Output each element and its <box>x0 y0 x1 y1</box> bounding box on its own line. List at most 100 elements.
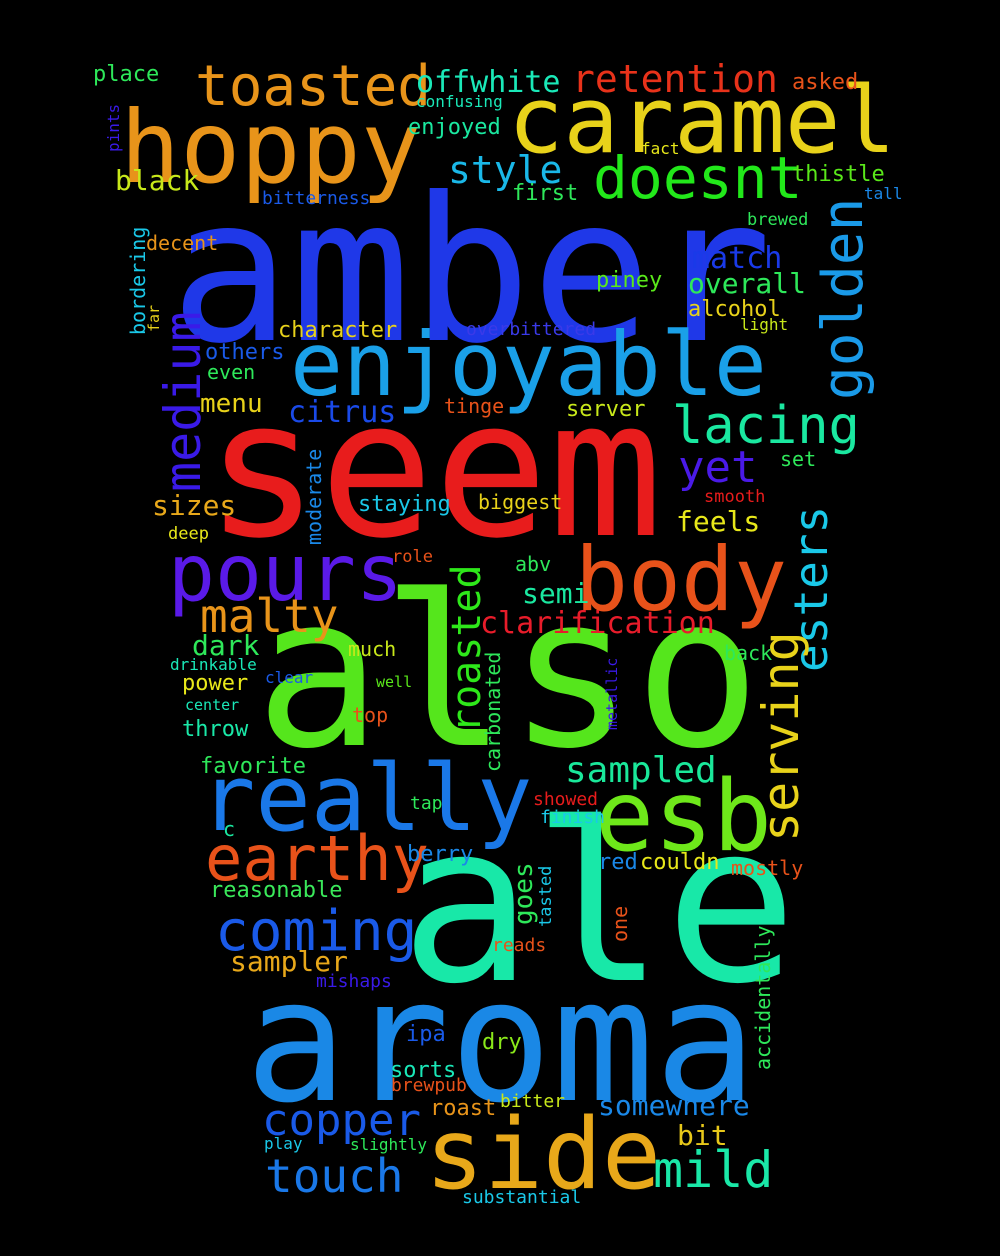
word-confusing: confusing <box>416 92 503 111</box>
word-lacing: lacing <box>672 396 860 456</box>
word-medium: esters <box>784 506 838 672</box>
word-clear: clear <box>265 668 314 687</box>
word-doesnt: doesnt <box>593 144 803 212</box>
word-red: red <box>598 850 638 875</box>
word-retention: retention <box>572 57 778 101</box>
word-enjoyed: enjoyed <box>408 115 501 140</box>
word-even: even <box>207 360 255 384</box>
word-metallic: metallic <box>603 658 621 730</box>
word-pints: pints <box>104 104 123 152</box>
word-first: first <box>512 181 578 206</box>
word-brewed: brewed <box>747 210 808 230</box>
word-serving: roasted <box>444 564 490 733</box>
word-mostly: mostly <box>731 856 803 880</box>
word-match: match <box>692 241 782 276</box>
word-dark: dark <box>192 629 260 662</box>
word-aroma: aroma <box>245 943 757 1141</box>
word-piney: piney <box>596 268 662 293</box>
word-malty: medium <box>154 311 212 492</box>
word-asked: asked <box>792 70 858 95</box>
word-touch: touch <box>265 1149 403 1203</box>
word-pours: pours <box>168 529 403 619</box>
word-role: role <box>392 547 433 567</box>
word-tinge: tinge <box>444 394 504 418</box>
word-citrus: citrus <box>288 395 396 430</box>
word-showed: showed <box>533 789 598 810</box>
word-really: really <box>200 745 532 852</box>
word-staying: staying <box>358 492 451 517</box>
word-light: light <box>740 315 788 334</box>
word-black: black <box>115 164 199 197</box>
word-slightly: slightly <box>350 1135 427 1154</box>
word-somewhere: somewhere <box>598 1089 750 1122</box>
word-earthy: earthy <box>205 822 429 895</box>
word-body: body <box>575 528 787 631</box>
word-sampler: sampler <box>230 945 348 978</box>
word-sizes: sizes <box>152 489 236 522</box>
word-server: server <box>566 397 645 422</box>
word-smooth: smooth <box>704 487 765 507</box>
word-esters: serving <box>752 631 810 842</box>
word-seem: seem <box>205 359 663 580</box>
word-clarification: clarification <box>480 606 715 641</box>
word-bitter: bitter <box>500 1091 565 1112</box>
word-throw: throw <box>182 717 249 742</box>
word-also: also <box>255 550 761 795</box>
word-fact: fact <box>641 139 680 158</box>
word-top: top <box>352 703 388 727</box>
word-couldn: couldn <box>640 850 719 875</box>
word-power: power <box>182 671 248 696</box>
word-play: play <box>264 1134 303 1153</box>
word-bitterness: bitterness <box>262 188 370 209</box>
word-yet: yet <box>678 442 757 493</box>
word-biggest: biggest <box>478 490 562 514</box>
word-deep: deep <box>168 524 209 544</box>
word-copper: copper <box>262 1095 421 1146</box>
word-brewpub: brewpub <box>391 1075 467 1096</box>
word-drinkable: drinkable <box>170 655 257 674</box>
word-enjoyable: enjoyable <box>290 313 767 416</box>
word-abv: abv <box>515 552 551 576</box>
word-golden: golden <box>811 198 876 400</box>
word-substantial: substantial <box>462 1187 581 1208</box>
word-back: back <box>724 641 772 665</box>
word-feels: feels <box>676 505 760 538</box>
word-character: character <box>278 318 397 343</box>
word-esb: esb <box>595 760 772 874</box>
word-decent: decent <box>146 231 218 255</box>
word-style: style <box>448 148 562 192</box>
word-caramel: caramel <box>508 67 896 174</box>
word-menu: menu <box>200 389 263 419</box>
word-mishaps: mishaps <box>316 971 392 992</box>
word-sorts: sorts <box>390 1058 456 1083</box>
word-roast: roast <box>430 1096 496 1121</box>
word-dry: dry <box>482 1030 522 1055</box>
word-carbonated: carbonated <box>481 652 505 772</box>
word-well: well <box>376 673 412 691</box>
word-tap: tap <box>410 793 443 814</box>
word-one: one <box>608 906 632 942</box>
word-amber: amber <box>170 155 772 388</box>
word-far: far <box>145 305 163 332</box>
word-bit: bit <box>677 1119 728 1152</box>
word-favorite: favorite <box>200 754 306 779</box>
word-bordering: bordering <box>126 227 150 335</box>
word-side: side <box>425 1098 661 1212</box>
word-roasted: malty <box>200 589 338 643</box>
word-coming: coming <box>215 899 417 964</box>
word-moderate: moderate <box>302 449 326 545</box>
word-mild: mild <box>653 1141 773 1199</box>
word-place: place <box>93 62 159 87</box>
word-accidentally: accidentally <box>751 926 775 1071</box>
word-ale: ale <box>400 776 797 1032</box>
word-tall: tall <box>864 184 903 203</box>
word-semi: semi <box>522 577 589 610</box>
word-c: c <box>223 817 235 841</box>
word-alcohol: alcohol <box>688 297 781 322</box>
word-goes: goes <box>509 862 539 925</box>
word-offwhite: offwhite <box>416 65 561 100</box>
word-thistle: thistle <box>792 162 885 187</box>
